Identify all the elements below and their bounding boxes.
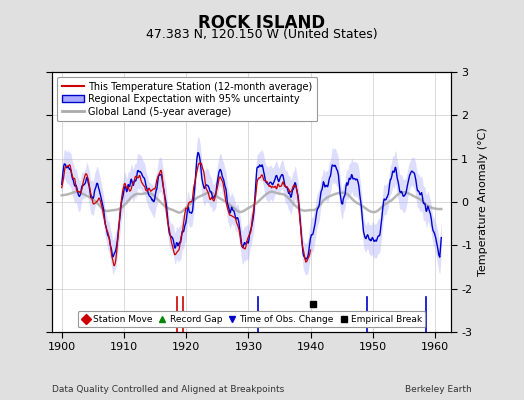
Text: Data Quality Controlled and Aligned at Breakpoints: Data Quality Controlled and Aligned at B… [52, 385, 285, 394]
Text: ROCK ISLAND: ROCK ISLAND [199, 14, 325, 32]
Text: 47.383 N, 120.150 W (United States): 47.383 N, 120.150 W (United States) [146, 28, 378, 41]
Legend: Station Move, Record Gap, Time of Obs. Change, Empirical Break: Station Move, Record Gap, Time of Obs. C… [78, 311, 425, 328]
Y-axis label: Temperature Anomaly (°C): Temperature Anomaly (°C) [478, 128, 488, 276]
Text: Berkeley Earth: Berkeley Earth [405, 385, 472, 394]
